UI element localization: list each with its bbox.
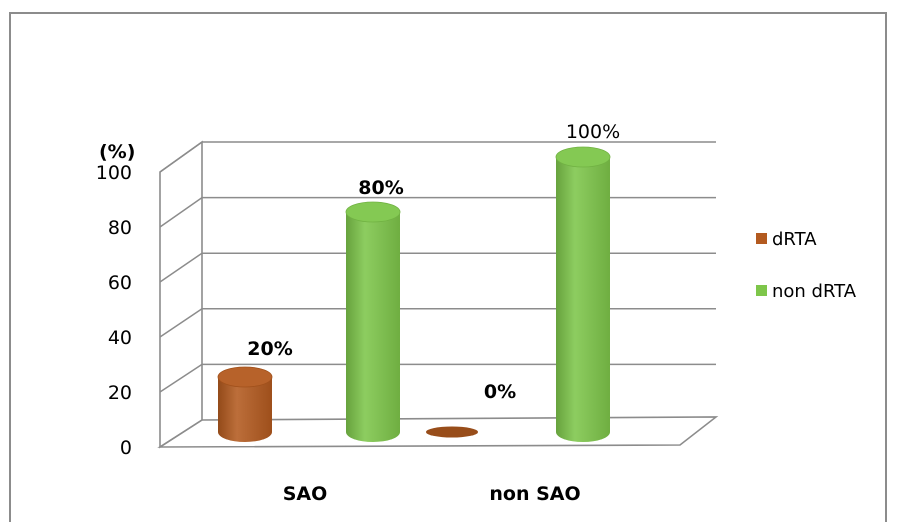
bar-non-drta-sao bbox=[345, 201, 401, 442]
gridline bbox=[159, 308, 716, 338]
y-tick-label: 20 bbox=[108, 382, 132, 404]
bar-drta-sao bbox=[217, 366, 273, 442]
left-wall bbox=[159, 140, 203, 449]
y-tick-label: 60 bbox=[108, 272, 132, 294]
bars bbox=[217, 146, 611, 442]
y-tick-label: 100 bbox=[96, 162, 132, 184]
category-labels: SAO non SAO bbox=[283, 483, 581, 505]
bar-top bbox=[555, 146, 611, 168]
bar-non-drta-non-sao bbox=[555, 146, 611, 442]
gridline bbox=[159, 196, 716, 228]
legend-swatch bbox=[756, 285, 767, 296]
bar-drta-non-sao bbox=[426, 426, 478, 438]
y-tick-label: 0 bbox=[120, 437, 132, 459]
bar-body bbox=[218, 377, 272, 442]
bar-top bbox=[217, 366, 273, 388]
gridlines bbox=[159, 141, 716, 393]
gridline bbox=[159, 363, 716, 393]
legend-label: non dRTA bbox=[772, 281, 857, 302]
legend-swatch bbox=[756, 233, 767, 244]
bar-body bbox=[556, 157, 610, 442]
data-label: 100% bbox=[566, 121, 620, 143]
bar-body bbox=[346, 212, 400, 442]
data-labels: 20% 80% 0% 100% bbox=[247, 121, 620, 403]
gridline bbox=[159, 141, 716, 173]
y-tick-label: 40 bbox=[108, 327, 132, 349]
bar-top bbox=[426, 426, 478, 438]
y-tick-label: 80 bbox=[108, 217, 132, 239]
data-label: 0% bbox=[484, 381, 516, 403]
data-label: 80% bbox=[358, 177, 403, 199]
y-axis-unit-label: (%) bbox=[99, 141, 135, 163]
floor bbox=[157, 416, 719, 448]
gridline bbox=[159, 252, 716, 283]
y-axis-ticks: 0 20 40 60 80 100 bbox=[96, 162, 132, 459]
data-label: 20% bbox=[247, 338, 292, 360]
category-label: non SAO bbox=[489, 483, 580, 505]
category-label: SAO bbox=[283, 483, 328, 505]
legend: dRTA non dRTA bbox=[756, 229, 857, 302]
legend-label: dRTA bbox=[772, 229, 817, 250]
bar-top bbox=[345, 201, 401, 223]
